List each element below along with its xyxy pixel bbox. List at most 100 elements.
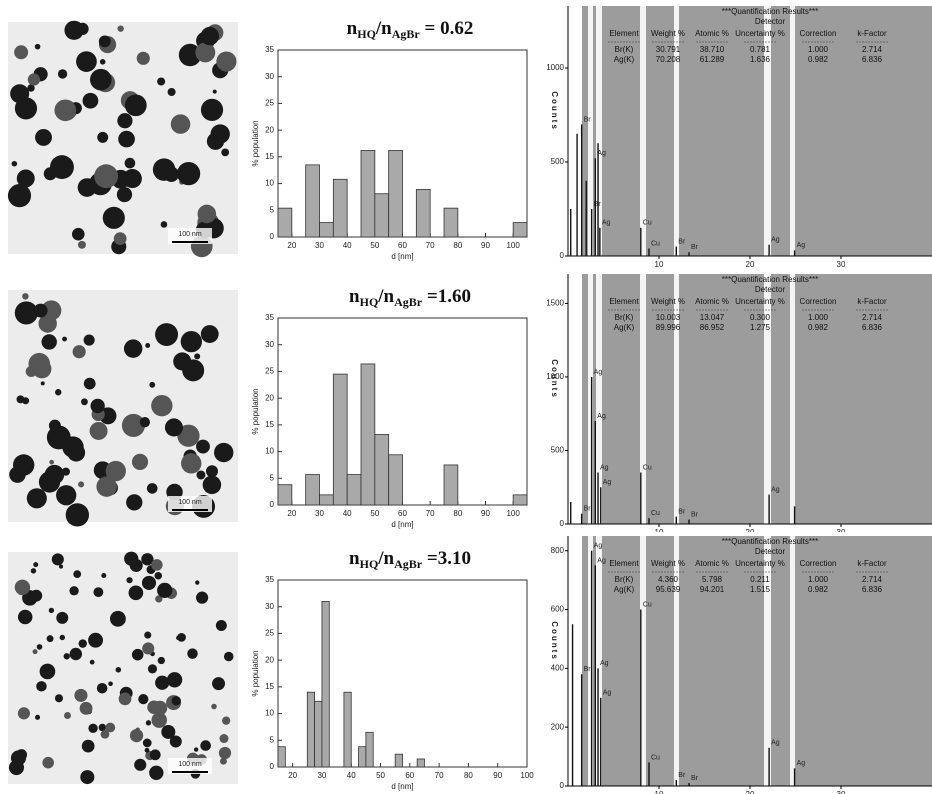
particle — [83, 334, 95, 346]
table-cell: 38.710 — [700, 45, 725, 54]
particle — [67, 443, 86, 462]
particle — [7, 184, 32, 208]
bar — [388, 150, 403, 238]
y-tick-label: 5 — [270, 205, 275, 214]
table-cell: Br(K) — [615, 575, 634, 584]
roi-stripe — [674, 536, 679, 786]
bar — [374, 193, 390, 238]
table-cell: 4.360 — [658, 575, 679, 584]
table-header: Weight % — [651, 29, 685, 38]
bar — [314, 700, 323, 768]
particle — [41, 334, 57, 350]
particle — [46, 635, 54, 643]
table-cell: 6.836 — [862, 55, 883, 64]
particle — [35, 128, 52, 146]
particle — [51, 553, 64, 566]
particle — [77, 240, 86, 249]
table-cell: Br(K) — [615, 45, 634, 54]
particle — [157, 771, 162, 776]
particle — [218, 746, 232, 760]
particle — [219, 734, 229, 744]
bar — [394, 753, 403, 768]
particle — [76, 51, 97, 72]
particle — [126, 577, 133, 584]
particle — [39, 663, 56, 680]
particle — [44, 464, 65, 485]
bar — [321, 600, 330, 768]
particle — [96, 476, 117, 497]
peak-label: Cu — [643, 601, 652, 608]
title-subscript: AgBr — [394, 557, 423, 571]
particle — [90, 398, 105, 414]
table-cell: 95.639 — [656, 585, 681, 594]
roi-shading — [582, 274, 932, 524]
table-cell: 10.003 — [656, 313, 681, 322]
title-subscript: AgBr — [394, 295, 423, 309]
particle — [124, 94, 147, 117]
y-tick-label: 20 — [265, 655, 274, 664]
particle — [64, 712, 71, 719]
y-tick-label: 0 — [560, 781, 565, 790]
y-tick-label: 30 — [265, 72, 274, 81]
particle — [26, 488, 47, 509]
particle — [105, 460, 126, 482]
title-text: =3.10 — [422, 548, 471, 569]
table-title: ***Quantification Results*** — [722, 275, 819, 284]
particle — [27, 84, 35, 92]
title-text: /n — [375, 18, 392, 39]
peak-label: Ag — [597, 150, 606, 157]
particle — [173, 352, 192, 371]
scale-bar-label: 100 nm — [178, 231, 202, 238]
particle — [145, 343, 151, 348]
chart-title: nHQ/nAgBr =3.10 — [349, 548, 471, 570]
table-cell: 5.798 — [702, 575, 723, 584]
x-axis-label: d [nm] — [391, 520, 413, 529]
particle — [146, 483, 158, 494]
x-tick-label: 20 — [288, 771, 297, 780]
particle — [56, 485, 77, 506]
bar — [360, 150, 376, 238]
particle — [200, 325, 219, 343]
table-cell: 0.781 — [750, 45, 771, 54]
peak-label: Cu — [651, 510, 660, 517]
y-tick-label: 35 — [265, 45, 274, 54]
table-cell: 2.714 — [862, 313, 883, 322]
peak-label: Br — [691, 775, 699, 782]
y-tick-label: 15 — [265, 420, 274, 429]
title-text: n — [347, 18, 358, 39]
particle — [100, 729, 110, 739]
particle — [15, 749, 28, 761]
particle — [197, 204, 217, 224]
x-tick-label: 20 — [746, 260, 755, 269]
bar — [305, 474, 320, 506]
particle — [88, 632, 104, 648]
particle — [14, 45, 29, 60]
peak-label: Cu — [651, 240, 660, 247]
x-tick-label: 30 — [837, 260, 846, 269]
particle — [126, 494, 143, 511]
table-subtitle: Detector — [755, 17, 786, 26]
roi-stripe — [674, 274, 679, 524]
title-subscript: HQ — [357, 27, 376, 41]
particle — [33, 562, 39, 568]
particle — [144, 747, 150, 753]
particle — [33, 303, 48, 318]
table-subtitle: Detector — [755, 547, 786, 556]
bar — [319, 222, 334, 238]
peak-label: Ag — [594, 369, 603, 376]
table-cell: 70.208 — [656, 55, 681, 64]
x-tick-label: 80 — [453, 241, 462, 250]
particle — [78, 481, 85, 488]
particle — [200, 26, 220, 46]
bar — [343, 691, 352, 768]
particle — [27, 73, 41, 86]
table-header: Correction — [800, 29, 837, 38]
table-cell: 1.636 — [750, 55, 771, 64]
scale-bar-label: 100 nm — [178, 761, 202, 768]
roi-stripe — [640, 6, 646, 256]
particle — [157, 582, 173, 599]
x-tick-label: 10 — [655, 790, 664, 794]
particle — [110, 610, 126, 627]
particle — [54, 99, 77, 122]
peak-label: Cu — [643, 464, 652, 471]
